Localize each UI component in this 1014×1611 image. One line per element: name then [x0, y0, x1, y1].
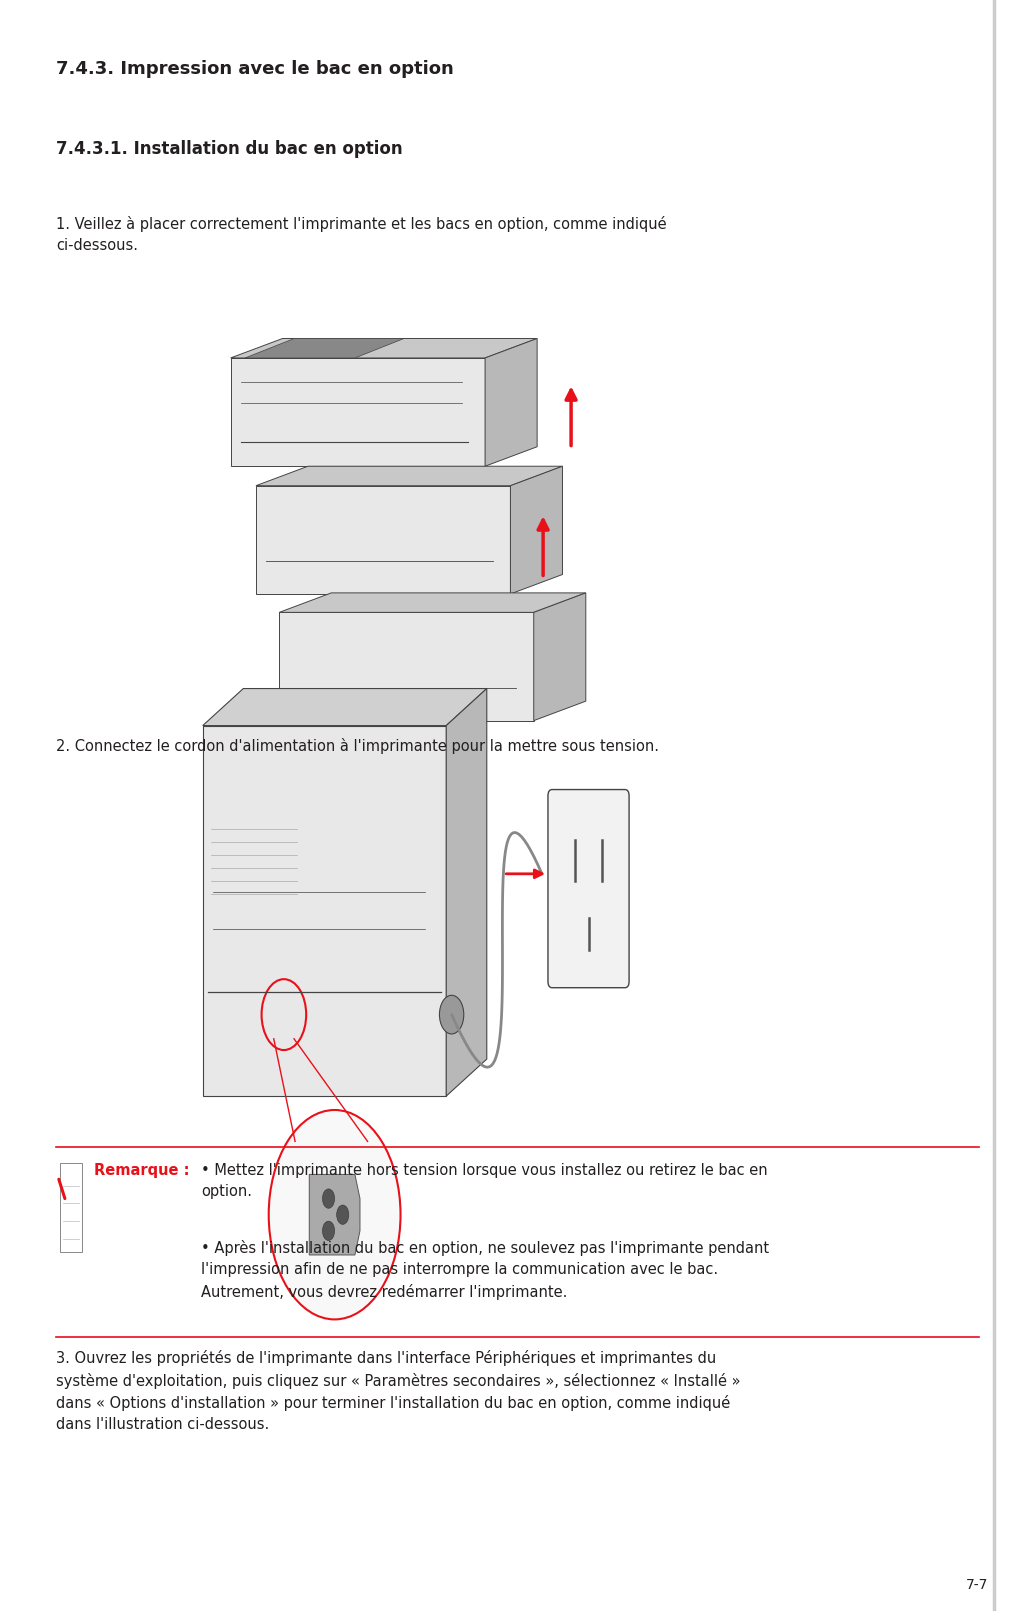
Polygon shape [533, 593, 586, 720]
Circle shape [322, 1221, 335, 1240]
Polygon shape [510, 466, 563, 594]
Polygon shape [245, 338, 405, 358]
Polygon shape [309, 1174, 360, 1255]
Text: 7.4.3.1. Installation du bac en option: 7.4.3.1. Installation du bac en option [56, 140, 403, 158]
Polygon shape [256, 485, 510, 594]
Polygon shape [203, 725, 446, 1095]
Text: 7-7: 7-7 [966, 1577, 989, 1592]
Polygon shape [279, 593, 586, 612]
Polygon shape [203, 688, 487, 725]
Polygon shape [230, 338, 537, 358]
Circle shape [322, 1189, 335, 1208]
FancyBboxPatch shape [548, 789, 629, 988]
Polygon shape [256, 466, 563, 485]
Circle shape [439, 996, 463, 1034]
FancyBboxPatch shape [60, 1163, 82, 1252]
Text: • Mettez l'imprimante hors tension lorsque vous installez ou retirez le bac en
o: • Mettez l'imprimante hors tension lorsq… [201, 1163, 768, 1199]
Circle shape [269, 1110, 401, 1319]
Text: 7.4.3. Impression avec le bac en option: 7.4.3. Impression avec le bac en option [56, 60, 453, 77]
Polygon shape [230, 358, 485, 466]
Circle shape [337, 1205, 349, 1224]
Text: • Après l'installation du bac en option, ne soulevez pas l'imprimante pendant
l': • Après l'installation du bac en option,… [201, 1240, 769, 1300]
Text: 1. Veillez à placer correctement l'imprimante et les bacs en option, comme indiq: 1. Veillez à placer correctement l'impri… [56, 216, 666, 253]
Polygon shape [446, 688, 487, 1095]
Text: 2. Connectez le cordon d'alimentation à l'imprimante pour la mettre sous tension: 2. Connectez le cordon d'alimentation à … [56, 738, 659, 754]
Polygon shape [279, 612, 533, 720]
Polygon shape [485, 338, 537, 466]
Text: Remarque :: Remarque : [94, 1163, 190, 1178]
Text: 3. Ouvrez les propriétés de l'imprimante dans l'interface Périphériques et impri: 3. Ouvrez les propriétés de l'imprimante… [56, 1350, 740, 1432]
